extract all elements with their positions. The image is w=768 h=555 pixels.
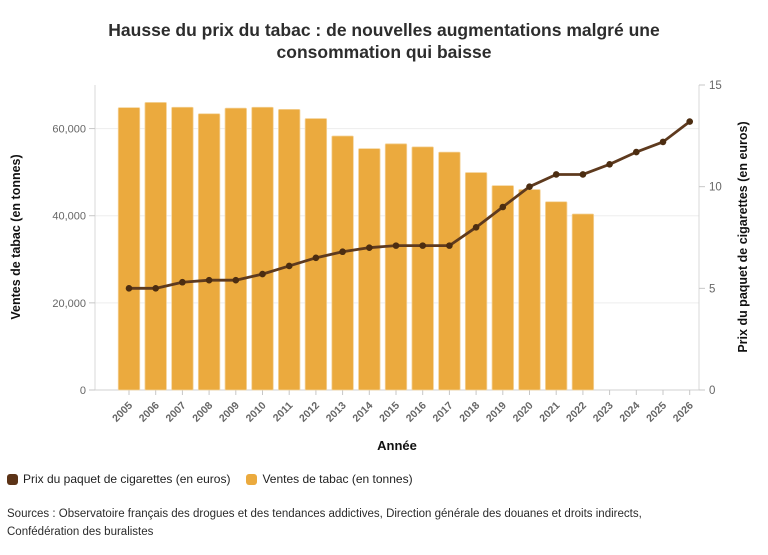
- bar-2011: [278, 109, 301, 391]
- point-2013: [339, 248, 346, 256]
- x-tick-label-2014: 2014: [350, 400, 375, 425]
- x-tick-label-2019: 2019: [484, 400, 509, 425]
- legend-swatch-ventes-icon: [246, 473, 258, 485]
- x-tick-label-2013: 2013: [324, 400, 349, 425]
- x-tick-label-2010: 2010: [244, 400, 269, 425]
- y-tick-label-left-20000: 20,000: [52, 298, 86, 310]
- point-2010: [259, 270, 266, 278]
- bar-2006: [144, 102, 167, 391]
- x-tick-label-2007: 2007: [164, 400, 189, 425]
- point-2015: [392, 242, 400, 249]
- y-tick-label-left-40000: 40,000: [52, 211, 86, 223]
- x-tick-label-2011: 2011: [271, 400, 296, 425]
- x-tick-label-2016: 2016: [404, 400, 429, 425]
- legend: Prix du paquet de cigarettes (en euros) …: [7, 472, 413, 486]
- legend-label-prix: Prix du paquet de cigarettes (en euros): [23, 472, 231, 486]
- x-tick-label-2022: 2022: [564, 400, 589, 425]
- bar-2017: [438, 151, 461, 391]
- bar-2009: [224, 107, 247, 391]
- x-tick-label-2024: 2024: [617, 400, 642, 425]
- point-2023: [606, 161, 613, 168]
- bar-2014: [358, 148, 381, 391]
- point-2005: [125, 285, 133, 292]
- point-2008: [205, 276, 213, 284]
- point-2022: [579, 171, 587, 178]
- point-2021: [552, 171, 560, 178]
- y-tick-label-right-0: 0: [709, 385, 715, 397]
- x-tick-label-2021: 2021: [537, 400, 562, 425]
- bar-2016: [411, 146, 434, 391]
- point-2026: [686, 118, 693, 125]
- point-2006: [152, 285, 159, 292]
- legend-label-ventes: Ventes de tabac (en tonnes): [262, 472, 413, 486]
- point-2025: [659, 138, 667, 146]
- bar-2020: [518, 189, 541, 391]
- point-2024: [633, 148, 640, 156]
- bar-2012: [304, 118, 328, 391]
- price-line: [127, 120, 692, 290]
- x-tick-label-2025: 2025: [644, 400, 669, 425]
- legend-item-prix: Prix du paquet de cigarettes (en euros): [7, 472, 230, 486]
- x-axis-title: Année: [377, 438, 417, 453]
- bar-2007: [171, 106, 194, 391]
- x-tick-label-2018: 2018: [457, 400, 482, 425]
- point-2014: [366, 244, 373, 251]
- sources-note: Sources : Observatoire français des drog…: [7, 508, 642, 539]
- y-tick-label-right-15: 15: [709, 80, 722, 92]
- point-2018: [472, 224, 480, 231]
- x-tick-label-2017: 2017: [431, 400, 456, 425]
- point-2011: [285, 262, 293, 270]
- y-axis-title-right: Prix du paquet de cigarettes (en euros): [736, 121, 750, 352]
- point-2007: [179, 278, 186, 286]
- y-axis-title-left: Ventes de tabac (en tonnes): [9, 154, 23, 319]
- y-tick-label-left-0: 0: [80, 385, 86, 397]
- y-tick-label-right-10: 10: [709, 182, 722, 194]
- bar-2019: [491, 185, 514, 391]
- point-2009: [232, 276, 240, 284]
- point-2020: [526, 183, 533, 190]
- bar-2021: [545, 201, 568, 391]
- x-tick-label-2026: 2026: [671, 400, 696, 425]
- y-tick-label-right-5: 5: [709, 283, 715, 295]
- bar-2008: [197, 113, 221, 391]
- chart-title: Hausse du prix du tabac : de nouvelles a…: [108, 20, 660, 63]
- point-2017: [446, 242, 453, 249]
- bar-2013: [331, 135, 354, 391]
- x-tick-label-2023: 2023: [591, 400, 616, 425]
- legend-swatch-prix-icon: [7, 473, 18, 485]
- bar-2018: [464, 172, 488, 391]
- bar-2015: [384, 143, 408, 391]
- point-2019: [499, 203, 507, 211]
- x-tick-label-2015: 2015: [377, 400, 402, 425]
- point-2012: [312, 254, 320, 262]
- x-tick-label-2005: 2005: [110, 400, 135, 425]
- legend-item-ventes: Ventes de tabac (en tonnes): [246, 472, 413, 486]
- bars-series-ventes: [117, 102, 595, 391]
- bar-2010: [251, 106, 274, 391]
- x-tick-label-2006: 2006: [137, 400, 162, 425]
- x-tick-label-2008: 2008: [190, 400, 215, 425]
- point-2016: [419, 242, 427, 249]
- x-tick-label-2012: 2012: [297, 400, 322, 425]
- x-tick-label-2009: 2009: [217, 400, 242, 425]
- line-series-prix: [125, 118, 693, 292]
- x-tick-label-2020: 2020: [511, 400, 536, 425]
- y-tick-label-left-60000: 60,000: [52, 124, 86, 136]
- bar-2005: [117, 107, 141, 391]
- bar-2022: [571, 213, 595, 391]
